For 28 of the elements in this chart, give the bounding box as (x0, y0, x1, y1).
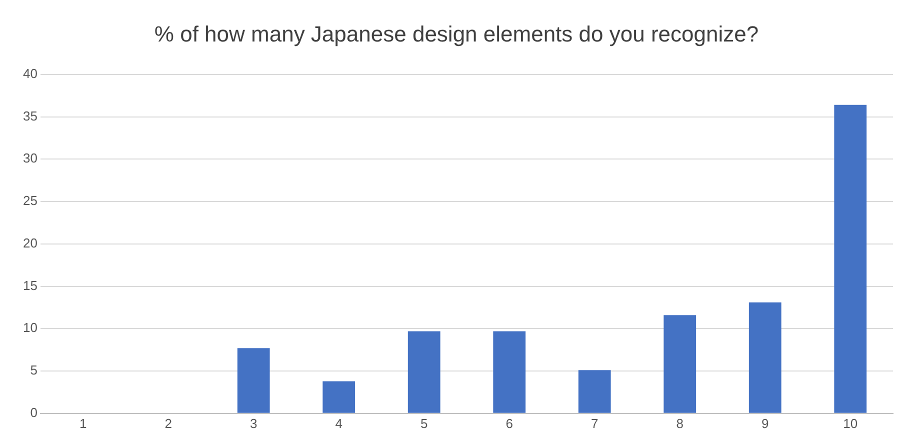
x-tick-label: 1 (79, 416, 87, 431)
x-tick-label: 6 (506, 416, 513, 431)
x-tick-label: 10 (843, 416, 858, 431)
bar (578, 370, 611, 413)
x-tick-label: 7 (590, 416, 598, 431)
x-tick-label: 9 (762, 416, 769, 431)
y-tick-label: 0 (30, 404, 38, 420)
x-tick-label: 2 (164, 416, 172, 431)
chart-title: % of how many Japanese design elements do you recognize? (154, 21, 759, 46)
y-tick-label: 30 (22, 150, 38, 166)
x-tick-label: 3 (250, 416, 258, 431)
y-tick-label: 35 (22, 108, 38, 124)
y-tick-label: 5 (30, 362, 38, 378)
bar (237, 348, 270, 413)
bar (664, 315, 696, 413)
x-tick-label: 8 (676, 416, 684, 431)
x-tick-label: 4 (335, 416, 342, 431)
y-tick-label: 15 (22, 278, 38, 293)
bar (748, 302, 782, 413)
y-tick-label: 10 (22, 320, 38, 336)
y-tick-label: 25 (22, 193, 38, 208)
bar (493, 331, 526, 413)
bar (834, 104, 867, 413)
bar (322, 381, 356, 413)
y-tick-label: 20 (22, 235, 38, 250)
bar (408, 331, 440, 413)
y-tick-label: 40 (22, 66, 38, 81)
x-tick-label: 5 (420, 416, 428, 431)
